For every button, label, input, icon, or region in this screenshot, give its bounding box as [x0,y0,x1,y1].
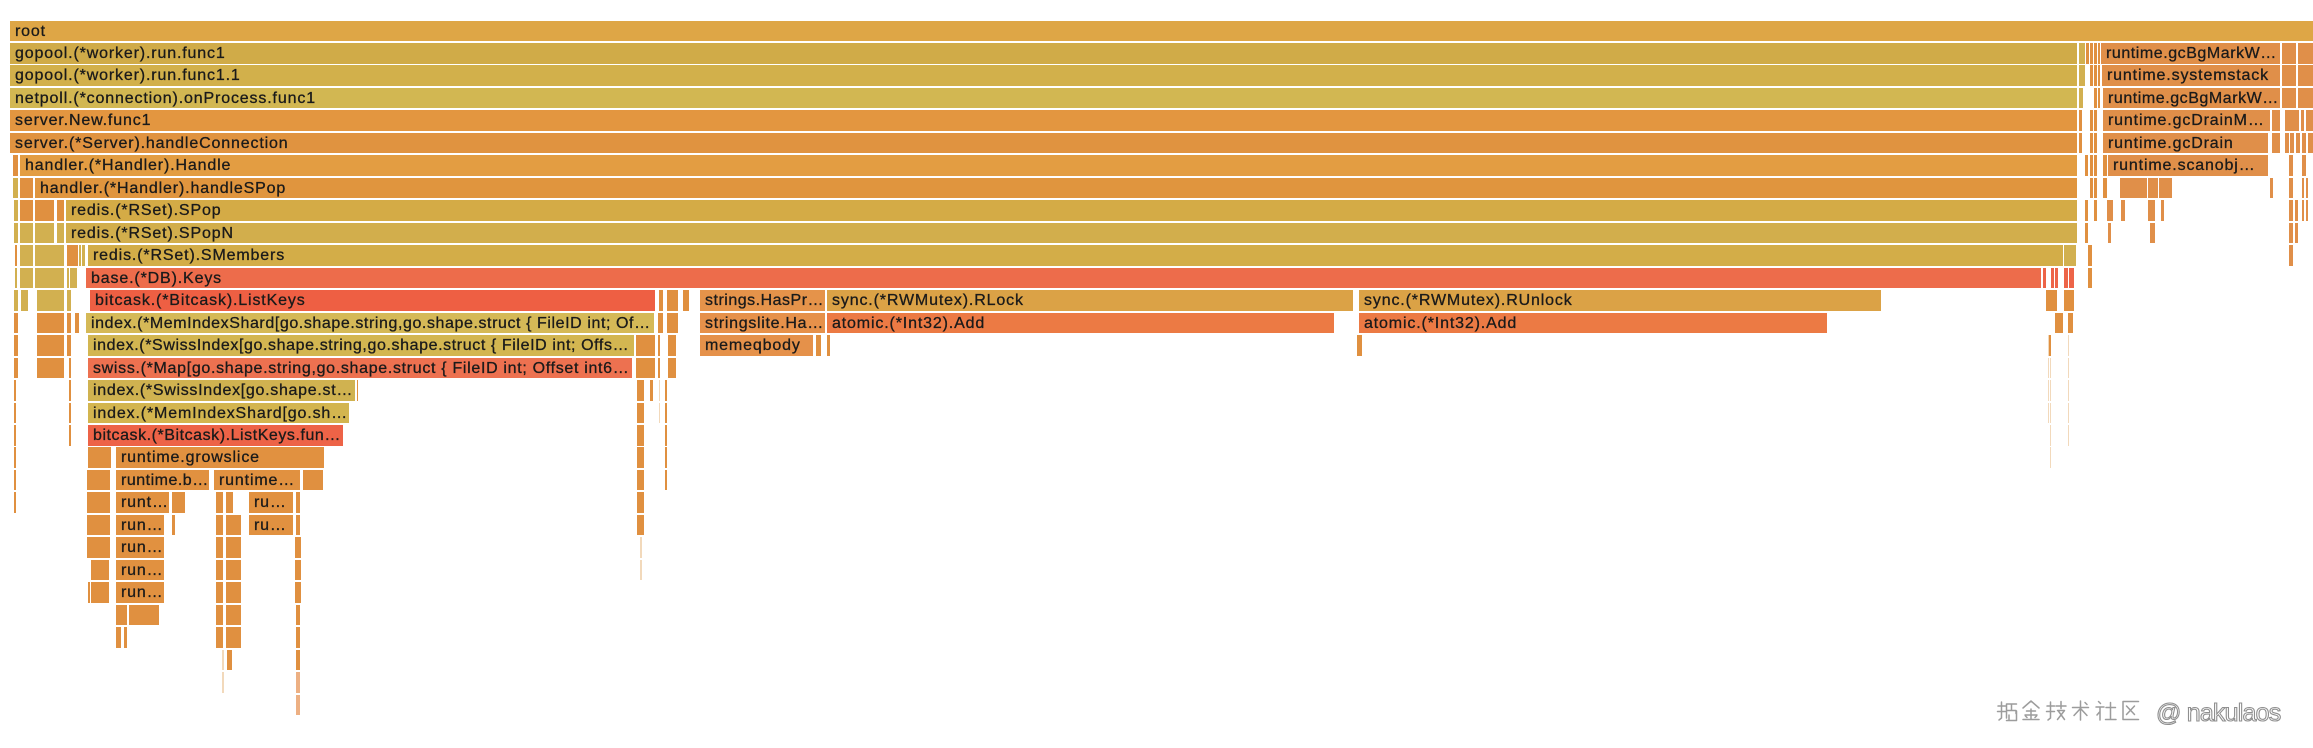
svg-text:@ nakulaos: @ nakulaos [2156,699,2281,727]
